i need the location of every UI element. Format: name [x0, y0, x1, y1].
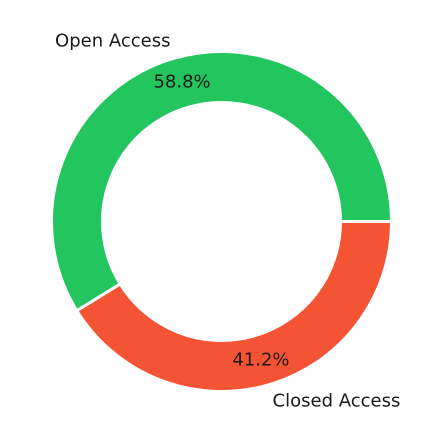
labels-group: Open Access 58.8% Closed Access 41.2% [55, 31, 400, 412]
slice-label-closed-access: Closed Access [273, 390, 401, 411]
slice-open-access [50, 50, 394, 313]
slices-group [50, 50, 394, 393]
slice-closed-access [74, 220, 394, 393]
slice-percent-open-access: 58.8% [153, 71, 210, 92]
slice-percent-closed-access: 41.2% [232, 350, 289, 371]
slice-label-open-access: Open Access [55, 31, 170, 52]
